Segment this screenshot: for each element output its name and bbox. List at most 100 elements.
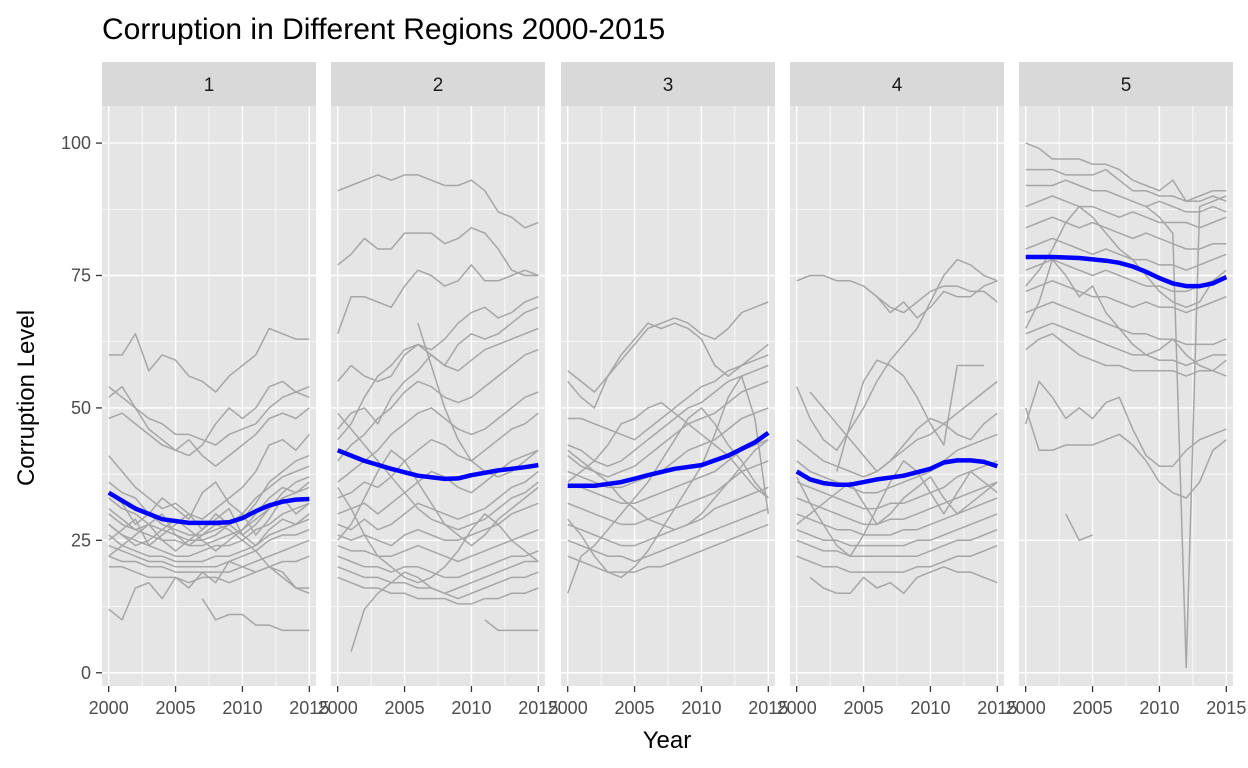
facet-strip [331,62,545,106]
country-line [809,391,998,473]
x-tick-label: 2000 [548,698,588,718]
country-line [108,529,310,568]
facet-panel-3: 3 2000 2005 2010 2015 [548,62,788,718]
country-line [350,560,539,652]
x-tick-label: 2010 [910,698,950,718]
country-line [337,449,539,547]
country-line [337,502,539,547]
y-tick-label: 25 [71,530,91,550]
country-line [1025,333,1227,377]
country-line [108,454,310,536]
country-line [337,449,539,515]
x-tick-label: 2005 [615,698,655,718]
country-line [336,264,539,335]
country-line [809,566,998,595]
trend-line [107,490,310,526]
country-line [337,227,539,277]
country-line [1065,513,1093,542]
facet-panel-4: 4 2000 2005 2010 2015 [777,62,1017,718]
country-line [567,439,769,531]
facet-panel-1: 1 2000 2005 2010 2015 [89,62,329,718]
y-axis: 0 25 50 75 100 [61,133,102,683]
country-line [337,327,539,441]
country-line [567,380,769,478]
x-tick-label: 2015 [289,698,329,718]
country-line [337,174,539,229]
country-line [1025,168,1227,203]
country-line [108,433,310,520]
x-tick-label: 2000 [1006,698,1046,718]
x-tick-label: 2005 [844,698,884,718]
country-line [337,529,539,563]
country-line [567,322,769,409]
trend-line [336,448,539,482]
country-line [796,460,998,557]
country-line [1025,258,1227,372]
facet-strip [561,62,775,106]
country-line [796,460,998,510]
country-line [567,354,769,441]
country-line [1025,301,1227,346]
country-line [108,560,310,621]
country-line [567,460,769,526]
x-tick-label: 2010 [681,698,721,718]
country-line [1145,195,1227,669]
country-line [1025,205,1227,309]
country-line [796,258,998,452]
country-line [108,386,310,446]
country-line [108,380,310,457]
country-line [836,359,984,472]
country-line [1025,179,1227,213]
country-line [108,481,310,552]
country-line [796,380,998,478]
country-line [108,518,310,563]
x-tick-label: 2015 [518,698,558,718]
facet-strip-label: 2 [433,75,444,96]
y-tick-label: 50 [71,398,91,418]
facet-strip-label: 5 [1121,75,1132,96]
country-line [567,507,769,563]
x-tick-label: 2010 [1139,698,1179,718]
x-tick-label: 2000 [318,698,358,718]
country-line [1025,280,1227,314]
x-tick-label: 2010 [222,698,262,718]
facet-strip-label: 4 [892,75,903,96]
x-tick-label: 2000 [777,698,817,718]
x-tick-label: 2005 [1073,698,1113,718]
country-line [1024,407,1227,499]
country-line [1025,237,1227,271]
country-line [796,274,998,314]
country-line [1025,258,1227,293]
y-tick-label: 75 [71,265,91,285]
country-line [108,481,310,536]
facet-strip-label: 3 [663,75,674,96]
country-line [1025,142,1227,203]
country-line [108,508,310,589]
x-tick-label: 2015 [1206,698,1246,718]
x-tick-label: 2015 [977,698,1017,718]
facet-strip [1019,62,1233,106]
facet-panel-5: 5 2000 2005 2010 2015 [1006,62,1246,718]
facet-panel-2: 2 2000 2005 2010 2015 [318,62,558,718]
country-line [108,407,310,467]
country-line [796,544,998,573]
country-line [337,296,539,383]
y-tick-label: 0 [81,663,91,683]
country-line [201,598,310,632]
trend-line [1025,254,1228,289]
x-axis-title: Year [643,727,692,754]
chart-title: Corruption in Different Regions 2000-201… [102,13,665,46]
country-line [1025,322,1227,367]
country-line [108,539,310,573]
facet-strip [102,62,316,106]
trend-line [795,458,998,487]
country-line [567,364,769,467]
country-line [796,476,998,526]
country-line [1025,216,1227,250]
country-line [337,470,539,531]
x-tick-label: 2000 [89,698,129,718]
country-line [337,391,539,483]
country-line [567,375,770,579]
country-line [337,550,539,579]
